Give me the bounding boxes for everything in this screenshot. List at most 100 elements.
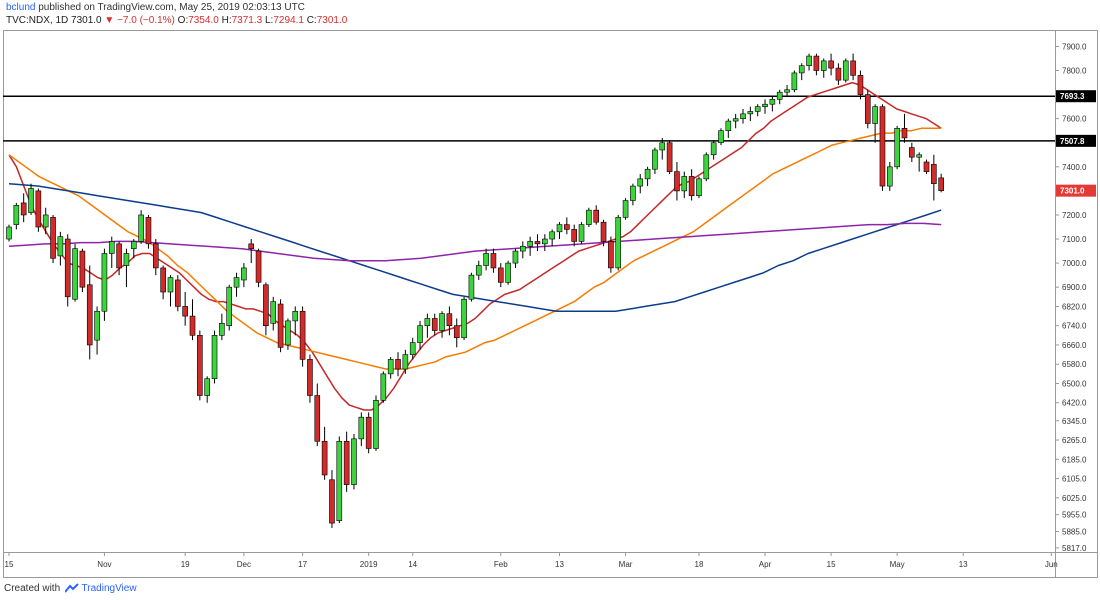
candle-up: [108, 241, 115, 254]
candle-down: [593, 209, 600, 223]
candle-up: [652, 149, 658, 170]
candle-up: [72, 248, 78, 300]
candle-up: [754, 106, 761, 112]
candle-up: [424, 318, 431, 327]
published-text: published on TradingView.com, May 25, 20…: [38, 2, 305, 13]
tradingview-brand-link[interactable]: TradingView: [81, 583, 137, 594]
price-chart[interactable]: 7900.07800.07700.07600.07500.07400.07300…: [3, 30, 1098, 578]
x-tick-label: Nov: [97, 560, 111, 569]
y-tick-label: 7600.0: [1062, 115, 1087, 124]
y-tick-label: 7400.0: [1062, 163, 1087, 172]
y-tick-label: 7900.0: [1062, 42, 1087, 51]
candle-up: [402, 354, 409, 370]
candle-up: [542, 238, 548, 245]
navy-moving-average-line: [8, 182, 942, 313]
candle-up: [226, 286, 232, 327]
candle-up: [622, 200, 629, 218]
candle-down: [329, 479, 335, 524]
candle-up: [784, 89, 790, 93]
x-tick-label: Jun: [1045, 560, 1058, 569]
candle-down: [365, 416, 372, 449]
y-tick-label: 6345.0: [1062, 417, 1087, 426]
level-badge: [1056, 134, 1096, 147]
candle-up: [586, 209, 592, 225]
candle-down: [564, 224, 570, 230]
low-value: 7294.1: [273, 15, 304, 26]
y-tick-label: 6105.0: [1062, 475, 1087, 484]
candle-down: [938, 177, 944, 191]
x-tick-label: 18: [695, 560, 704, 569]
candle-down: [850, 60, 856, 76]
candle-down: [321, 440, 328, 476]
candle-down: [255, 250, 262, 283]
candle-up: [578, 224, 585, 242]
candle-down: [666, 142, 673, 172]
candle-up: [916, 154, 922, 158]
candle-down: [20, 202, 27, 216]
footer: Created with TradingView: [4, 580, 137, 598]
candle-up: [292, 310, 299, 322]
publish-info: bclund published on TradingView.com, May…: [6, 2, 1096, 14]
last-price-value: 7301.0: [71, 15, 102, 26]
y-tick-label: 6025.0: [1062, 494, 1087, 503]
x-tick-label: 14: [408, 560, 417, 569]
candle-up: [762, 103, 768, 107]
candle-up: [13, 205, 20, 225]
candle-up: [732, 118, 739, 122]
y-tick-label: 5885.0: [1062, 528, 1087, 537]
candle-down: [835, 67, 842, 81]
author-link[interactable]: bclund: [6, 2, 36, 13]
red-moving-average-line: [8, 81, 942, 411]
close-value: 7301.0: [316, 15, 348, 26]
y-tick-label: 7100.0: [1062, 235, 1087, 244]
candle-up: [886, 166, 893, 187]
level-badge-label: 7693.3: [1060, 92, 1085, 101]
candle-up: [42, 214, 49, 228]
candle-up: [211, 335, 218, 379]
candle-down: [64, 238, 71, 298]
candle-down: [571, 229, 577, 242]
chart-area[interactable]: 7900.07800.07700.07600.07500.07400.07300…: [3, 30, 1098, 578]
candle-up: [241, 267, 247, 281]
candle-up: [725, 120, 732, 132]
candle-up: [519, 245, 526, 252]
candle-up: [475, 265, 482, 276]
candle-up: [527, 241, 533, 247]
candle-down: [314, 395, 321, 442]
y-tick-label: 6660.0: [1062, 341, 1087, 350]
y-tick-label: 6900.0: [1062, 283, 1087, 292]
candle-up: [351, 438, 357, 485]
candle-up: [615, 217, 622, 269]
candle-down: [923, 161, 930, 172]
candle-up: [703, 154, 710, 180]
candle-up: [505, 262, 511, 283]
candle-down: [86, 284, 93, 346]
candle-up: [549, 231, 555, 240]
candle-down: [431, 318, 438, 331]
y-tick-label: 7800.0: [1062, 67, 1087, 76]
candle-down: [828, 60, 834, 69]
symbol-label[interactable]: TVC:NDX, 1D: [6, 15, 69, 26]
x-tick-label: Dec: [237, 560, 251, 569]
x-tick-label: 19: [181, 560, 190, 569]
candle-down: [175, 279, 181, 307]
candle-up: [894, 127, 900, 168]
y-tick-label: 7000.0: [1062, 259, 1087, 268]
candle-up: [233, 277, 240, 288]
x-tick-label: 13: [555, 560, 564, 569]
y-tick-label: 6265.0: [1062, 436, 1087, 445]
candle-down: [395, 359, 401, 370]
candle-up: [747, 111, 754, 115]
candle-up: [696, 178, 702, 197]
candle-down: [145, 217, 152, 245]
candle-up: [791, 72, 798, 91]
y-tick-label: 6185.0: [1062, 455, 1087, 464]
x-tick-label: Mar: [619, 560, 633, 569]
candle-down: [453, 325, 460, 339]
candle-down: [248, 243, 255, 249]
candle-up: [285, 320, 291, 346]
level-badge: [1056, 90, 1096, 103]
candle-up: [358, 416, 365, 440]
candle-up: [336, 440, 343, 522]
candle-down: [116, 243, 122, 269]
